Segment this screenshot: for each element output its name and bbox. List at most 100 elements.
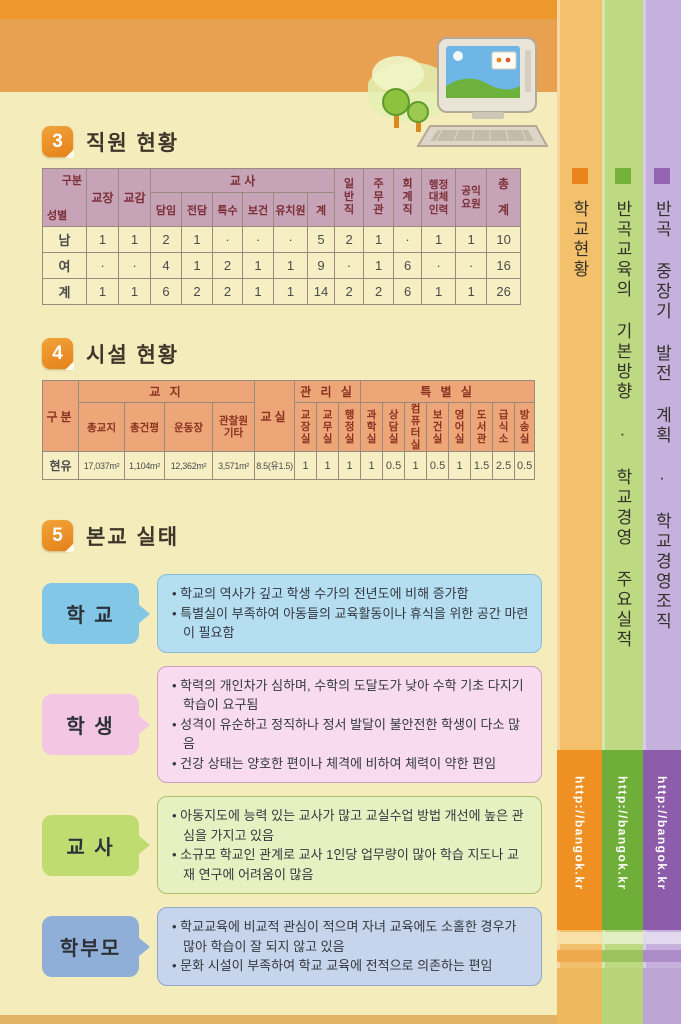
cell: 6: [393, 252, 423, 279]
tab-url: http://bangok.kr: [655, 776, 669, 891]
cell: 6: [393, 278, 423, 305]
header-cell: 상담실: [382, 401, 406, 453]
list-item: 학력의 개인차가 심하며, 수학의 도달도가 낮아 수학 기초 다지기 학습이 …: [172, 676, 529, 715]
square-bullet-icon: [614, 168, 631, 184]
header-cell: 도서관: [470, 401, 494, 453]
tab-stripe: [643, 932, 681, 944]
header-cell: 담임: [150, 192, 182, 227]
cell: 2: [334, 278, 365, 305]
side-tab-school-status[interactable]: 학교현황 http://bangok.kr: [557, 0, 602, 1024]
tab-label: 반곡교육의 기본방향 · 학교경영 주요실적: [613, 200, 632, 650]
cell: 0.5: [426, 451, 450, 481]
corner-bottom-label: 성별: [47, 210, 68, 222]
cell: 1: [273, 278, 308, 305]
tab-edge-highlight: [602, 0, 605, 1024]
cell: ·: [118, 252, 151, 279]
cell: ·: [242, 226, 274, 253]
header-cell: 교무실: [316, 401, 340, 453]
cell: 8.5(유1.5): [254, 451, 296, 481]
cell: 1: [86, 278, 119, 305]
cell: 12,362m²: [164, 451, 213, 481]
cell: 0.5: [514, 451, 536, 481]
header-cell: 컴퓨터실: [404, 401, 428, 453]
section-title: 본교 실태: [86, 525, 180, 549]
keyboard-icon: [416, 125, 549, 147]
reality-row-school: 학 교 학교의 역사가 깊고 학생 수가의 전년도에 비해 증가함 특별실이 부…: [42, 574, 542, 653]
land-group-header: 교 지: [77, 380, 256, 403]
side-tab-education-direction[interactable]: 반곡교육의 기본방향 · 학교경영 주요실적 http://bangok.kr: [602, 0, 643, 1024]
section-heading-reality: 5 본교 실태: [42, 520, 542, 553]
cell: 2.5: [492, 451, 516, 481]
cell: 1,104m²: [124, 451, 165, 481]
header-cell: 교장: [86, 168, 119, 227]
main-content: 3 직원 현황 구분 성별 교장 교감 교 사 일반직 주무관: [42, 126, 542, 999]
tab-bottom: [557, 968, 602, 1024]
cell: ·: [455, 252, 488, 279]
monitor-icon: [437, 37, 537, 119]
corner-header: 구분: [42, 379, 79, 453]
cell: 1: [421, 278, 457, 305]
tab-bottom: [602, 968, 643, 1024]
bullet-list: 학교교육에 비교적 관심이 적으며 자녀 교육에도 소홀한 경우가 많아 학습이…: [172, 917, 529, 976]
cell: 1: [181, 252, 213, 279]
tab-label: 반곡 중장기 발전 계획 · 학교경영조직: [652, 200, 672, 632]
reality-label-parent: 학부모: [42, 916, 139, 977]
reality-label-school: 학 교: [42, 583, 139, 644]
computer-illustration: [368, 37, 549, 147]
teacher-group-header: 교 사: [149, 168, 336, 193]
bullet-list: 학교의 역사가 깊고 학생 수가의 전년도에 비해 증가함 특별실이 부족하여 …: [172, 584, 529, 643]
cell: 1: [118, 278, 151, 305]
staff-status-table: 구분 성별 교장 교감 교 사 일반직 주무관 회계직 행정대체인력 공익요원 …: [42, 168, 522, 305]
header-cell: 일반직: [334, 168, 365, 227]
bottom-strip: [0, 1015, 557, 1024]
tab-footer: http://bangok.kr: [643, 750, 681, 930]
list-item: 문화 시설이 부족하여 학교 교육에 전적으로 의존하는 편임: [172, 956, 529, 976]
list-item: 아동지도에 능력 있는 교사가 많고 교실수업 방법 개선에 높은 관심을 가지…: [172, 806, 529, 845]
table-row: 현유 17,037m² 1,104m² 12,362m² 3,571m² 8.5…: [42, 451, 536, 481]
cell: 1: [118, 226, 151, 253]
cell: 2: [334, 226, 365, 253]
cell: 2: [363, 278, 395, 305]
header-cell: 교실: [254, 379, 296, 453]
section-title: 직원 현황: [86, 131, 180, 155]
cell: 1: [455, 226, 488, 253]
cell: 1: [338, 451, 362, 481]
cell: 1: [363, 226, 395, 253]
cell: 17,037m²: [78, 451, 125, 481]
cell: 1: [242, 252, 274, 279]
list-item: 소규모 학교인 관계로 교사 1인당 업무량이 많아 학습 지도나 교재 연구에…: [172, 845, 529, 884]
cell: 4: [150, 252, 182, 279]
header-cell: 보건: [242, 192, 274, 227]
cell: 2: [181, 278, 213, 305]
special-group-header: 특 별 실: [360, 380, 536, 403]
header-cell: 교감: [118, 168, 151, 227]
square-bullet-icon: [654, 168, 670, 184]
table-row: 여 · · 4 1 2 1 1 9 · 1 6 · · 16: [42, 252, 522, 279]
header-cell: 행정실: [338, 401, 362, 453]
list-item: 성격이 유순하고 정직하나 정서 발달이 불안전한 학생이 다소 많음: [172, 715, 529, 754]
section-number-badge: 3: [42, 126, 74, 158]
list-item: 학교교육에 비교적 관심이 적으며 자녀 교육에도 소홀한 경우가 많아 학습이…: [172, 917, 529, 956]
header-cell: 총건평: [124, 401, 165, 453]
side-tab-longterm-plan[interactable]: 반곡 중장기 발전 계획 · 학교경영조직 http://bangok.kr: [643, 0, 681, 1024]
header-cell: 급식소: [492, 401, 516, 453]
tab-stripe: [643, 950, 681, 962]
cell: 1: [181, 226, 213, 253]
cloud-blob: [372, 56, 424, 92]
cell: 1: [242, 278, 274, 305]
cell: 2: [150, 226, 182, 253]
header-cell: 계: [306, 192, 336, 227]
header-cell: 영어실: [448, 401, 472, 453]
cell: 1: [448, 451, 472, 481]
reality-content-school: 학교의 역사가 깊고 학생 수가의 전년도에 비해 증가함 특별실이 부족하여 …: [157, 574, 542, 653]
reality-content-student: 학력의 개인차가 심하며, 수학의 도달도가 낮아 수학 기초 다지기 학습이 …: [157, 665, 542, 784]
header-cell: 보건실: [426, 401, 450, 453]
cell: 1: [294, 451, 318, 481]
cell: ·: [393, 226, 423, 253]
section-heading-staff: 3 직원 현황: [42, 126, 542, 158]
cell: 2: [212, 252, 243, 279]
list-item: 건강 상태는 양호한 편이나 체격에 비하여 체력이 약한 편임: [172, 754, 529, 774]
header-cell: 과학실: [360, 401, 384, 453]
cell: 0.5: [382, 451, 406, 481]
header-cell: 총계: [486, 168, 522, 227]
